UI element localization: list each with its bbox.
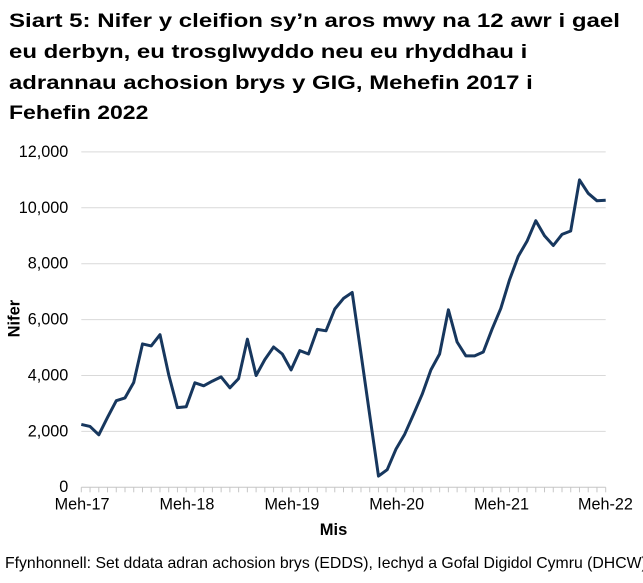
svg-text:0: 0 xyxy=(59,478,68,496)
svg-text:4,000: 4,000 xyxy=(28,366,69,384)
svg-text:Nifer: Nifer xyxy=(5,299,23,337)
svg-text:Mis: Mis xyxy=(320,521,348,539)
svg-text:2,000: 2,000 xyxy=(28,422,69,440)
svg-text:Meh-21: Meh-21 xyxy=(474,495,529,513)
svg-text:12,000: 12,000 xyxy=(19,143,69,161)
svg-text:10,000: 10,000 xyxy=(19,199,69,217)
svg-text:Meh-18: Meh-18 xyxy=(160,495,215,513)
svg-text:Meh-17: Meh-17 xyxy=(55,495,110,513)
svg-text:Ffynhonnell: Set ddata adran a: Ffynhonnell: Set ddata adran achosion br… xyxy=(5,555,643,572)
svg-text:Meh-22: Meh-22 xyxy=(578,495,633,513)
svg-text:Meh-20: Meh-20 xyxy=(369,495,424,513)
svg-text:6,000: 6,000 xyxy=(28,311,69,329)
svg-text:8,000: 8,000 xyxy=(28,255,69,273)
svg-text:Meh-19: Meh-19 xyxy=(264,495,319,513)
